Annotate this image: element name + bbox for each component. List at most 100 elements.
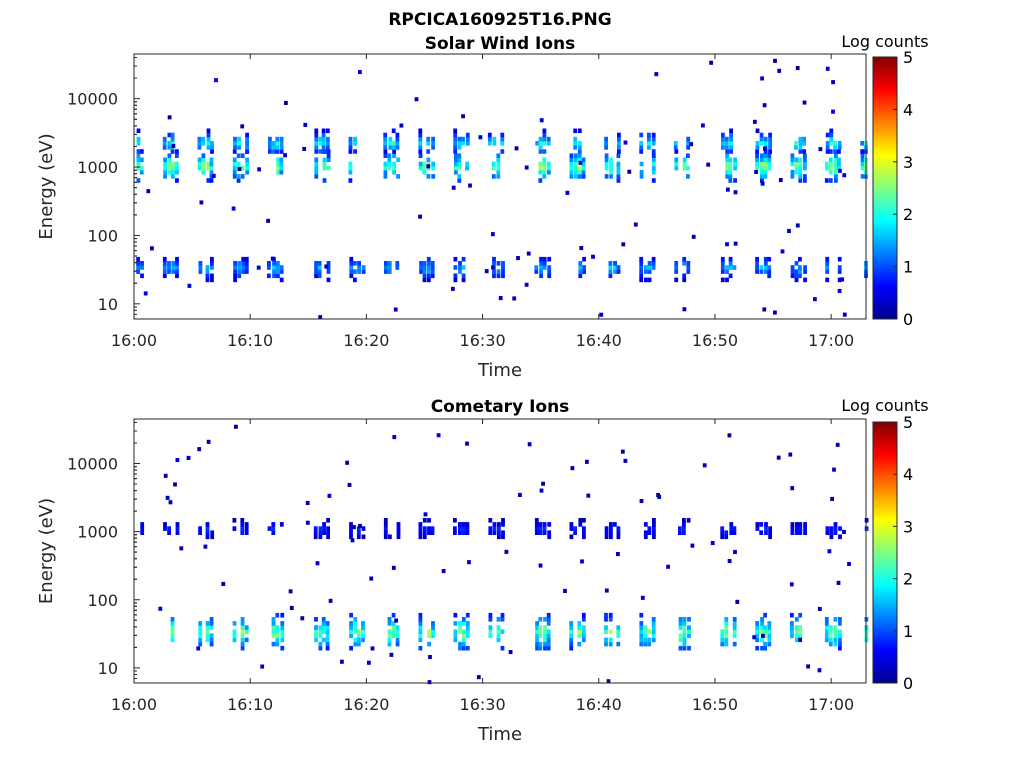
- heatmap-cell: [755, 165, 759, 171]
- heatmap-cell: [838, 621, 842, 626]
- heatmap-cell: [395, 261, 400, 266]
- heatmap-cell: [275, 633, 280, 639]
- heatmap-cell: [806, 664, 810, 669]
- heatmap-cell: [383, 161, 388, 167]
- heatmap-cell: [396, 526, 401, 531]
- heatmap-cell: [527, 442, 532, 447]
- heatmap-cell: [314, 157, 319, 163]
- heatmap-cell: [198, 629, 203, 634]
- heatmap-cell: [623, 140, 628, 145]
- heatmap-cell: [388, 141, 393, 146]
- heatmap-cell: [733, 178, 737, 183]
- heatmap-cell: [233, 145, 237, 150]
- heatmap-cell: [542, 149, 547, 154]
- heatmap-cell: [834, 161, 838, 167]
- heatmap-cell: [790, 157, 795, 163]
- heatmap-cell: [391, 128, 396, 134]
- heatmap-cell: [461, 641, 466, 647]
- heatmap-cell: [244, 625, 249, 630]
- heatmap-cell: [388, 534, 392, 540]
- heatmap-cell: [241, 261, 246, 266]
- heatmap-cell: [790, 273, 795, 279]
- heatmap-cell: [569, 165, 574, 171]
- x-axis: 16:00 16:10 16:20 16:30 16:40 16:50 17:00: [111, 54, 854, 350]
- heatmap-cell: [678, 526, 682, 531]
- heatmap-cell: [326, 165, 331, 171]
- heatmap-cell: [427, 641, 431, 647]
- heatmap-cell: [569, 645, 574, 651]
- heatmap-cell: [325, 141, 330, 146]
- heatmap-cell: [500, 132, 505, 138]
- heatmap-cell: [609, 526, 613, 531]
- heatmap-cell: [209, 178, 214, 183]
- heatmap-cell: [720, 629, 725, 634]
- heatmap-cell: [314, 629, 318, 634]
- heatmap-cell: [175, 153, 179, 158]
- heatmap-cell: [387, 617, 392, 622]
- heatmap-cell: [838, 633, 842, 639]
- heatmap-cell: [582, 256, 586, 262]
- heatmap-cell: [280, 612, 285, 618]
- heatmap-cell: [581, 174, 586, 179]
- heatmap-cell: [755, 141, 760, 146]
- heatmap-cell: [198, 633, 203, 639]
- heatmap-cell: [538, 165, 543, 171]
- heatmap-cell: [639, 621, 644, 626]
- heatmap-cell: [763, 153, 768, 158]
- heatmap-cell: [241, 269, 246, 274]
- heatmap-cell: [314, 128, 319, 134]
- heatmap-cell: [465, 132, 470, 138]
- heatmap-cell: [461, 526, 466, 531]
- heatmap-cell: [305, 520, 310, 525]
- heatmap-cell: [582, 269, 586, 274]
- heatmap-cell: [569, 157, 574, 163]
- heatmap-cell: [798, 612, 803, 618]
- heatmap-cell: [803, 178, 807, 183]
- heatmap-cell: [280, 645, 285, 651]
- heatmap-cell: [578, 160, 583, 165]
- heatmap-cell: [678, 625, 683, 630]
- heatmap-cell: [682, 617, 687, 622]
- heatmap-cell: [501, 261, 505, 266]
- heatmap-cell: [682, 157, 687, 163]
- heatmap-cell: [724, 625, 729, 630]
- heatmap-cell: [458, 645, 462, 651]
- heatmap-cell: [546, 136, 551, 142]
- heatmap-cell: [833, 522, 838, 527]
- heatmap-cell: [279, 149, 284, 154]
- heatmap-cell: [395, 265, 400, 270]
- heatmap-cell: [608, 641, 613, 647]
- heatmap-cell: [760, 76, 764, 81]
- heatmap-cell: [767, 621, 772, 626]
- heatmap-cell: [453, 128, 458, 134]
- heatmap-cell: [163, 157, 167, 163]
- heatmap-cell: [206, 178, 211, 183]
- heatmap-cell: [616, 161, 621, 167]
- heatmap-cell: [542, 136, 547, 142]
- heatmap-cell: [720, 534, 725, 540]
- heatmap-cell: [198, 530, 202, 535]
- x-tick-label: 16:30: [460, 331, 506, 350]
- heatmap-cell: [762, 103, 767, 108]
- heatmap-cell: [500, 645, 505, 651]
- heatmap-cell: [729, 141, 733, 146]
- heatmap-cell: [639, 174, 644, 179]
- heatmap-cell: [279, 265, 284, 270]
- heatmap-cell: [604, 174, 609, 179]
- heatmap-cell: [798, 629, 803, 634]
- heatmap-cell: [794, 629, 799, 634]
- heatmap-cell: [353, 629, 358, 634]
- heatmap-cell: [426, 164, 431, 169]
- heatmap-cell: [492, 256, 496, 262]
- heatmap-cell: [136, 178, 141, 183]
- heatmap-cell: [569, 629, 574, 634]
- heatmap-cell: [577, 641, 582, 647]
- heatmap-cell: [167, 169, 172, 175]
- heatmap-cell: [500, 136, 505, 142]
- heatmap-cell: [725, 174, 730, 179]
- x-axis-label: Time: [477, 724, 522, 745]
- heatmap-cell: [384, 265, 388, 270]
- heatmap-cell: [824, 165, 829, 171]
- heatmap-cell: [825, 277, 830, 283]
- heatmap-cell: [314, 145, 319, 150]
